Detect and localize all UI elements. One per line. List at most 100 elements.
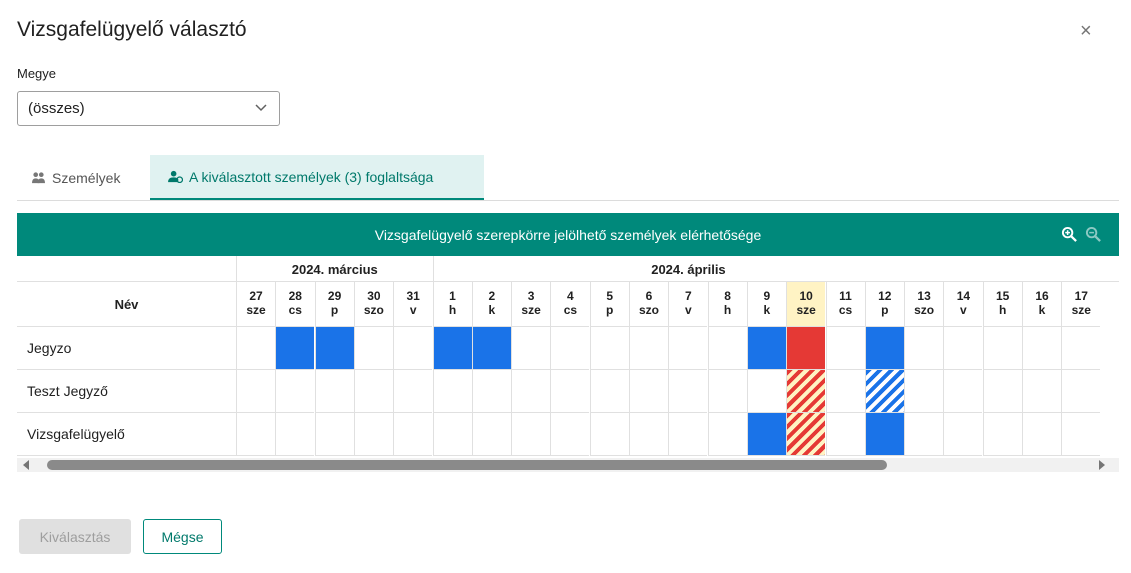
availability-cell[interactable] [275,327,315,370]
availability-cell[interactable] [1022,370,1061,413]
availability-grid: Vizsgafelügyelő szerepkörre jelölhető sz… [17,213,1119,476]
scroll-thumb[interactable] [47,460,887,470]
day-number: 13 [917,289,931,303]
availability-cell[interactable] [236,327,275,370]
availability-cell[interactable] [864,413,904,456]
availability-cell[interactable] [904,370,944,413]
person-name[interactable]: Teszt Jegyző [17,370,236,413]
availability-cell[interactable] [746,327,786,370]
day-of-week: p [606,303,614,317]
availability-cell[interactable] [314,413,354,456]
availability-cell[interactable] [668,370,708,413]
availability-cell[interactable] [275,370,315,413]
tab-availability[interactable]: A kiválasztott személyek (3) foglaltsága [150,155,484,200]
availability-cell[interactable] [1022,413,1061,456]
availability-cell[interactable] [1061,327,1101,370]
availability-cell[interactable] [550,327,590,370]
availability-cell[interactable] [511,327,551,370]
day-header: 29 p [314,282,354,327]
availability-cell[interactable] [668,327,708,370]
availability-cell[interactable] [943,413,983,456]
availability-cell[interactable] [707,413,747,456]
availability-cell[interactable] [275,413,315,456]
availability-cell[interactable] [353,413,393,456]
zoom-out-icon[interactable] [1085,226,1102,243]
availability-cell[interactable] [904,327,944,370]
availability-cell[interactable] [432,413,472,456]
availability-cell[interactable] [550,370,590,413]
county-select[interactable]: (összes) [17,91,280,126]
availability-cell[interactable] [1061,370,1101,413]
availability-cell[interactable] [393,327,433,370]
availability-cell[interactable] [825,413,865,456]
select-button[interactable]: Kiválasztás [19,519,131,554]
availability-cell[interactable] [393,370,433,413]
availability-cell[interactable] [786,327,826,370]
availability-cell[interactable] [707,370,747,413]
availability-cell[interactable] [629,413,668,456]
availability-cell[interactable] [589,327,629,370]
availability-cell[interactable] [471,413,511,456]
person-name[interactable]: Jegyzo [17,327,236,370]
day-of-week: sze [246,303,266,317]
day-of-week: cs [563,303,578,317]
availability-cell[interactable] [432,370,472,413]
availability-cell[interactable] [982,413,1022,456]
availability-cell[interactable] [1022,327,1061,370]
availability-cell[interactable] [668,413,708,456]
availability-cell[interactable] [471,370,511,413]
availability-cell[interactable] [432,327,472,370]
zoom-in-icon[interactable] [1061,226,1078,243]
county-select-value: (összes) [28,100,85,117]
tab-persons[interactable]: Személyek [17,155,150,200]
availability-cell[interactable] [629,370,668,413]
day-number: 2 [488,289,496,303]
availability-cell[interactable] [825,370,865,413]
person-name[interactable]: Vizsgafelügyelő [17,413,236,456]
availability-cell[interactable] [943,327,983,370]
availability-cell[interactable] [314,327,354,370]
cancel-button[interactable]: Mégse [143,519,222,554]
availability-cell[interactable] [1061,413,1101,456]
day-of-week: szo [638,303,659,317]
availability-cell[interactable] [746,413,786,456]
availability-cell[interactable] [825,327,865,370]
availability-cell[interactable] [746,370,786,413]
day-header: 14 v [943,282,983,327]
tab-persons-label: Személyek [52,169,121,186]
availability-cell[interactable] [236,370,275,413]
close-icon[interactable]: × [1080,20,1092,42]
day-number: 31 [406,289,420,303]
availability-cell[interactable] [550,413,590,456]
availability-cell[interactable] [511,370,551,413]
availability-cell[interactable] [629,327,668,370]
day-of-week: v [960,303,967,317]
day-header: 10 sze [786,282,826,327]
day-header: 16 k [1022,282,1061,327]
day-number: 9 [763,289,771,303]
availability-cell[interactable] [589,370,629,413]
availability-cell[interactable] [589,413,629,456]
availability-cell[interactable] [353,327,393,370]
availability-cell[interactable] [864,327,904,370]
horizontal-scrollbar[interactable] [17,458,1119,472]
availability-cell[interactable] [982,370,1022,413]
availability-cell[interactable] [786,413,826,456]
availability-cell[interactable] [353,370,393,413]
availability-cell[interactable] [236,413,275,456]
scroll-right-arrow-icon[interactable] [1099,460,1105,470]
availability-cell[interactable] [314,370,354,413]
scroll-left-arrow-icon[interactable] [23,460,29,470]
availability-cell[interactable] [511,413,551,456]
day-number: 8 [724,289,731,303]
availability-cell[interactable] [471,327,511,370]
availability-cell[interactable] [904,413,944,456]
availability-cell[interactable] [707,327,747,370]
day-number: 17 [1074,289,1088,303]
availability-cell[interactable] [393,413,433,456]
availability-cell[interactable] [943,370,983,413]
availability-cell[interactable] [982,327,1022,370]
availability-cell[interactable] [786,370,826,413]
availability-cell[interactable] [864,370,904,413]
